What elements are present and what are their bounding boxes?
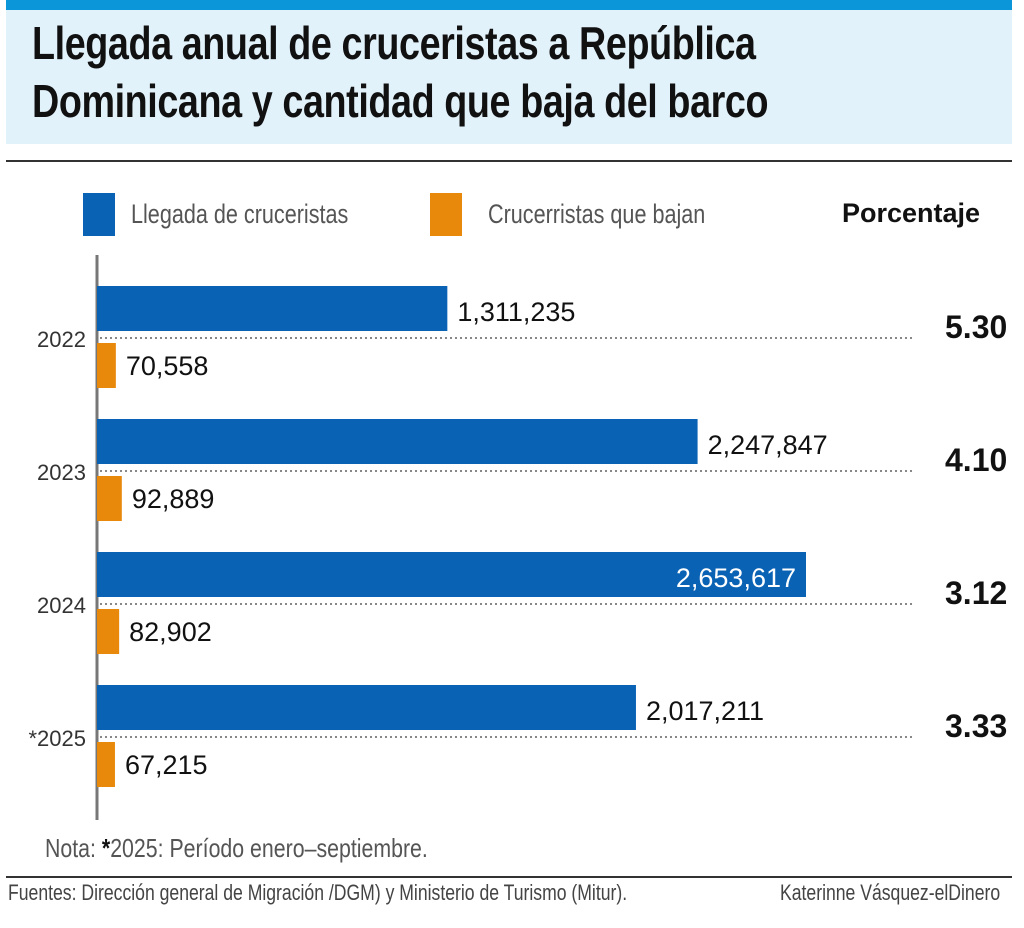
bar-arrivals [97, 419, 698, 464]
year-label: 2022 [37, 327, 86, 352]
chart-title: Llegada anual de cruceristas a República… [32, 14, 836, 130]
footnote: Nota: *2025: Período enero–septiembre. [45, 833, 428, 863]
bar-label-disembark: 67,215 [125, 750, 208, 780]
bar-label-arrivals: 1,311,235 [457, 297, 575, 327]
divider-top [6, 160, 1012, 162]
percentage-value: 3.12 [945, 575, 1007, 611]
title-line-2: Dominicana y cantidad que baja del barco [32, 75, 769, 127]
top-accent-bar [6, 0, 1012, 10]
year-label: 2023 [37, 460, 86, 485]
bar-disembark [97, 742, 115, 787]
bar-label-disembark: 82,902 [129, 617, 212, 647]
legend-swatch-disembark [430, 193, 462, 236]
legend-label-arrivals: Llegada de cruceristas [131, 199, 349, 229]
percentage-value: 3.33 [945, 708, 1007, 744]
bar-label-arrivals: 2,247,847 [708, 430, 828, 460]
percentage-value: 4.10 [945, 442, 1007, 478]
bar-disembark [97, 476, 122, 521]
title-line-1: Llegada anual de cruceristas a República [32, 17, 756, 69]
year-label: *2025 [28, 726, 86, 751]
bar-label-disembark: 92,889 [132, 484, 215, 514]
year-label: 2024 [37, 593, 86, 618]
bar-label-disembark: 70,558 [126, 351, 209, 381]
bar-arrivals [97, 286, 448, 331]
divider-bottom [6, 876, 1012, 878]
title-box [6, 10, 1012, 144]
bar-arrivals [97, 552, 806, 597]
bar-label-arrivals: 2,017,211 [646, 696, 764, 726]
percent-header: Porcentaje [842, 198, 981, 228]
credit: Katerinne Vásquez-elDinero [780, 880, 1001, 905]
percentage-value: 5.30 [945, 309, 1007, 345]
bar-disembark [97, 609, 120, 654]
bar-label-arrivals: 2,653,617 [676, 563, 796, 593]
sources: Fuentes: Dirección general de Migración … [8, 880, 628, 905]
legend-label-disembark: Crucerristas que bajan [488, 199, 706, 229]
legend-swatch-arrivals [83, 193, 115, 236]
bar-arrivals [97, 685, 636, 730]
bar-disembark [97, 343, 116, 388]
